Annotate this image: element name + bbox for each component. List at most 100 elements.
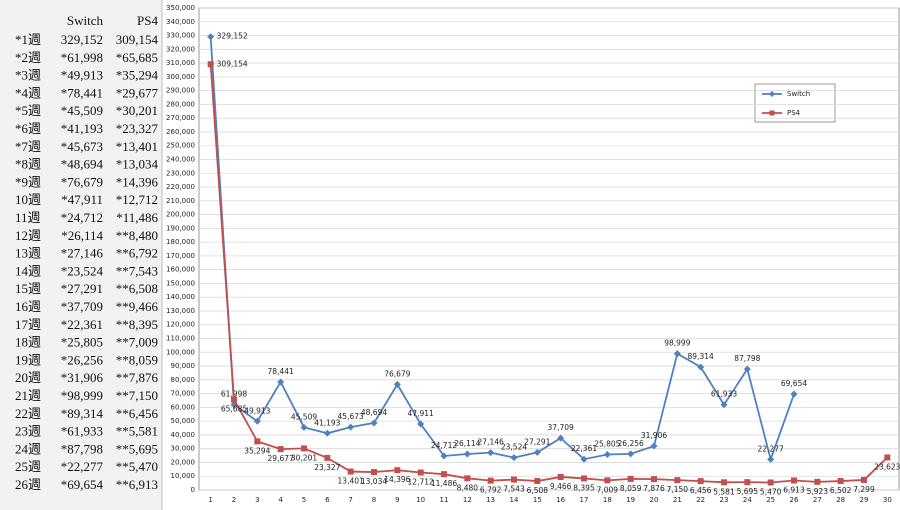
data-point xyxy=(720,401,728,409)
data-label: 26,256 xyxy=(618,439,644,448)
y-tick-label: 130,000 xyxy=(166,307,195,315)
table-cell: *13,034 xyxy=(116,157,159,172)
table-cell: *27,146 xyxy=(61,246,104,261)
x-tick-label: 21 xyxy=(673,496,682,504)
y-tick-label: 10,000 xyxy=(171,472,196,480)
data-label: 6,792 xyxy=(480,486,502,495)
y-tick-label: 240,000 xyxy=(166,155,195,163)
data-point xyxy=(463,450,471,458)
table-cell: *29,677 xyxy=(116,85,159,100)
week-label: 13週 xyxy=(15,246,41,261)
y-tick-label: 230,000 xyxy=(166,169,195,177)
data-label: 14,396 xyxy=(384,475,410,484)
data-label: 37,709 xyxy=(548,423,574,432)
data-point xyxy=(370,419,378,427)
table-cell: **7,543 xyxy=(116,263,158,278)
data-label: 7,543 xyxy=(503,485,525,494)
table-header: Switch xyxy=(67,13,104,28)
table-cell: *61,998 xyxy=(61,50,103,65)
y-tick-label: 220,000 xyxy=(166,183,195,191)
data-label: 23,623 xyxy=(874,462,900,471)
data-label: 9,466 xyxy=(550,482,572,491)
y-tick-label: 180,000 xyxy=(166,238,195,246)
table-cell: **8,480 xyxy=(116,228,158,243)
table-cell: **6,508 xyxy=(116,281,158,296)
table-cell: 329,152 xyxy=(61,32,103,47)
data-label: 11,486 xyxy=(431,479,457,488)
table-cell: **6,456 xyxy=(116,406,159,421)
data-point xyxy=(510,454,518,462)
data-label: 29,677 xyxy=(268,454,294,463)
data-label: 6,456 xyxy=(690,486,712,495)
data-point xyxy=(767,479,774,486)
data-point xyxy=(884,454,891,461)
x-tick-label: 12 xyxy=(463,496,472,504)
y-tick-label: 140,000 xyxy=(166,293,195,301)
table-cell: **6,792 xyxy=(116,246,158,261)
week-label: 24週 xyxy=(15,441,41,456)
y-tick-label: 50,000 xyxy=(171,417,196,425)
table-cell: *30,201 xyxy=(116,103,158,118)
data-label: 329,152 xyxy=(217,32,248,41)
data-label: 27,291 xyxy=(524,437,550,446)
y-tick-label: 260,000 xyxy=(166,128,195,136)
data-point xyxy=(650,442,658,450)
y-tick-label: 60,000 xyxy=(171,403,196,411)
data-point xyxy=(651,476,657,483)
series-line xyxy=(209,64,888,484)
table-cell: *65,685 xyxy=(116,50,158,65)
y-tick-label: 190,000 xyxy=(166,224,195,232)
week-label: 11週 xyxy=(15,210,41,225)
table-cell: *26,114 xyxy=(61,228,103,243)
x-tick-label: 18 xyxy=(603,496,612,504)
legend-marker xyxy=(769,91,775,97)
data-point xyxy=(743,365,751,373)
y-tick-label: 350,000 xyxy=(166,4,195,12)
x-tick-label: 22 xyxy=(696,496,705,504)
table-cell: *27,291 xyxy=(61,281,103,296)
y-tick-label: 170,000 xyxy=(166,252,195,260)
data-label: 5,470 xyxy=(760,487,782,496)
data-point xyxy=(207,61,214,68)
table-cell: 309,154 xyxy=(116,32,159,47)
table-cell: *87,798 xyxy=(61,441,103,456)
y-tick-label: 320,000 xyxy=(166,45,195,53)
data-label: 22,361 xyxy=(571,444,597,453)
table-cell: *24,712 xyxy=(61,210,103,225)
data-label: 78,441 xyxy=(268,367,294,376)
data-label: 5,695 xyxy=(737,487,759,496)
x-tick-label: 13 xyxy=(486,496,495,504)
x-tick-label: 14 xyxy=(510,496,519,504)
table-cell: *98,999 xyxy=(61,388,103,403)
x-tick-label: 1 xyxy=(208,496,212,504)
week-label: *6週 xyxy=(15,121,41,136)
data-label: 13,034 xyxy=(361,477,387,486)
table-cell: **5,581 xyxy=(116,424,158,439)
data-point xyxy=(673,350,681,358)
x-tick-label: 10 xyxy=(416,496,425,504)
table-cell: *69,654 xyxy=(61,477,104,492)
y-tick-label: 160,000 xyxy=(166,266,195,274)
week-label: 18週 xyxy=(15,335,41,350)
table-cell: *35,294 xyxy=(116,68,159,83)
table-cell: *45,509 xyxy=(61,103,103,118)
x-tick-label: 6 xyxy=(325,496,330,504)
data-label: 6,913 xyxy=(783,485,805,494)
x-tick-label: 19 xyxy=(626,496,635,504)
y-tick-label: 80,000 xyxy=(171,376,196,384)
data-point xyxy=(487,449,495,457)
y-tick-label: 40,000 xyxy=(171,431,196,439)
x-tick-label: 28 xyxy=(836,496,845,504)
week-label: 16週 xyxy=(15,299,41,314)
table-cell: **5,470 xyxy=(116,459,158,474)
data-label: 7,299 xyxy=(853,485,875,494)
data-point xyxy=(627,475,634,482)
table-cell: *61,933 xyxy=(61,424,103,439)
table-cell: *22,277 xyxy=(61,459,104,474)
table-cell: *41,193 xyxy=(61,121,103,136)
x-tick-label: 24 xyxy=(743,496,752,504)
data-point xyxy=(674,477,681,484)
data-point xyxy=(231,396,237,403)
data-point xyxy=(300,423,308,431)
